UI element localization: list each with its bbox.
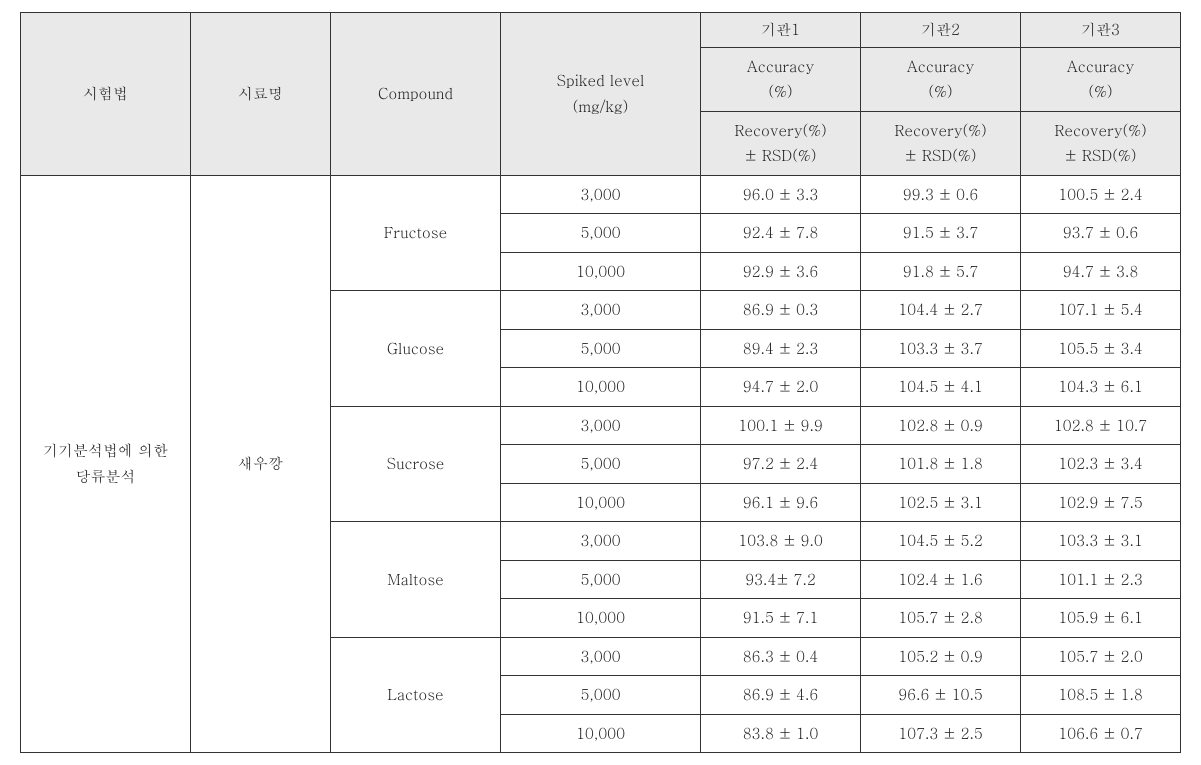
cell-spiked-level: 3,000: [501, 522, 701, 561]
cell-value-inst3: 105.5 ± 3.4: [1021, 329, 1181, 368]
cell-value-inst1: 94.7 ± 2.0: [701, 368, 861, 407]
cell-spiked-level: 5,000: [501, 445, 701, 484]
cell-value-inst1: 89.4 ± 2.3: [701, 329, 861, 368]
cell-value-inst2: 105.7 ± 2.8: [861, 599, 1021, 638]
cell-value-inst2: 99.3 ± 0.6: [861, 175, 1021, 214]
cell-compound: Glucose: [331, 291, 501, 407]
cell-value-inst3: 102.9 ± 7.5: [1021, 483, 1181, 522]
cell-value-inst3: 93.7 ± 0.6: [1021, 214, 1181, 253]
cell-spiked-level: 3,000: [501, 637, 701, 676]
cell-value-inst2: 107.3 ± 2.5: [861, 714, 1021, 753]
cell-value-inst1: 96.1 ± 9.6: [701, 483, 861, 522]
col-header-institution-1: 기관1: [701, 13, 861, 48]
cell-value-inst2: 102.5 ± 3.1: [861, 483, 1021, 522]
cell-spiked-level: 10,000: [501, 483, 701, 522]
cell-value-inst1: 103.8 ± 9.0: [701, 522, 861, 561]
cell-value-inst3: 103.3 ± 3.1: [1021, 522, 1181, 561]
cell-spiked-level: 3,000: [501, 291, 701, 330]
table-header: 시험법시료명CompoundSpiked level(mg/kg)기관1기관2기…: [21, 13, 1181, 176]
cell-value-inst1: 91.5 ± 7.1: [701, 599, 861, 638]
cell-value-inst1: 83.8 ± 1.0: [701, 714, 861, 753]
cell-value-inst3: 94.7 ± 3.8: [1021, 252, 1181, 291]
table-row: 기기분석법에 의한당류분석새우깡Fructose3,00096.0 ± 3.39…: [21, 175, 1181, 214]
col-header-spiked: Spiked level(mg/kg): [501, 13, 701, 176]
col-header-institution-2: 기관2: [861, 13, 1021, 48]
cell-value-inst1: 86.9 ± 0.3: [701, 291, 861, 330]
cell-value-inst2: 105.2 ± 0.9: [861, 637, 1021, 676]
cell-spiked-level: 5,000: [501, 214, 701, 253]
cell-value-inst2: 91.5 ± 3.7: [861, 214, 1021, 253]
cell-compound: Sucrose: [331, 406, 501, 522]
cell-value-inst1: 92.9 ± 3.6: [701, 252, 861, 291]
col-header-compound: Compound: [331, 13, 501, 176]
cell-value-inst2: 102.4 ± 1.6: [861, 560, 1021, 599]
cell-compound: Fructose: [331, 175, 501, 291]
cell-value-inst1: 86.9 ± 4.6: [701, 676, 861, 715]
col-header-accuracy-1: Accuracy(%): [701, 47, 861, 111]
col-header-method: 시험법: [21, 13, 191, 176]
cell-value-inst3: 100.5 ± 2.4: [1021, 175, 1181, 214]
cell-method: 기기분석법에 의한당류분석: [21, 175, 191, 753]
cell-spiked-level: 3,000: [501, 175, 701, 214]
cell-value-inst3: 107.1 ± 5.4: [1021, 291, 1181, 330]
cell-value-inst3: 106.6 ± 0.7: [1021, 714, 1181, 753]
cell-compound: Maltose: [331, 522, 501, 638]
cell-value-inst1: 97.2 ± 2.4: [701, 445, 861, 484]
cell-value-inst1: 96.0 ± 3.3: [701, 175, 861, 214]
cell-value-inst3: 102.8 ± 10.7: [1021, 406, 1181, 445]
cell-spiked-level: 5,000: [501, 676, 701, 715]
col-header-institution-3: 기관3: [1021, 13, 1181, 48]
cell-value-inst1: 86.3 ± 0.4: [701, 637, 861, 676]
cell-compound: Lactose: [331, 637, 501, 753]
col-header-sample: 시료명: [191, 13, 331, 176]
cell-value-inst3: 105.9 ± 6.1: [1021, 599, 1181, 638]
col-header-recovery-2: Recovery(%)± RSD(%): [861, 111, 1021, 175]
cell-value-inst2: 96.6 ± 10.5: [861, 676, 1021, 715]
cell-value-inst3: 104.3 ± 6.1: [1021, 368, 1181, 407]
col-header-recovery-1: Recovery(%)± RSD(%): [701, 111, 861, 175]
col-header-recovery-3: Recovery(%)± RSD(%): [1021, 111, 1181, 175]
sugar-analysis-table: 시험법시료명CompoundSpiked level(mg/kg)기관1기관2기…: [20, 12, 1181, 753]
cell-spiked-level: 10,000: [501, 599, 701, 638]
cell-value-inst2: 103.3 ± 3.7: [861, 329, 1021, 368]
cell-spiked-level: 10,000: [501, 368, 701, 407]
cell-value-inst2: 104.5 ± 5.2: [861, 522, 1021, 561]
cell-spiked-level: 10,000: [501, 714, 701, 753]
cell-value-inst3: 108.5 ± 1.8: [1021, 676, 1181, 715]
col-header-accuracy-2: Accuracy(%): [861, 47, 1021, 111]
cell-spiked-level: 3,000: [501, 406, 701, 445]
cell-sample: 새우깡: [191, 175, 331, 753]
cell-value-inst3: 105.7 ± 2.0: [1021, 637, 1181, 676]
cell-value-inst3: 101.1 ± 2.3: [1021, 560, 1181, 599]
cell-value-inst3: 102.3 ± 3.4: [1021, 445, 1181, 484]
cell-value-inst1: 100.1 ± 9.9: [701, 406, 861, 445]
cell-value-inst2: 104.4 ± 2.7: [861, 291, 1021, 330]
cell-value-inst2: 91.8 ± 5.7: [861, 252, 1021, 291]
cell-value-inst1: 93.4± 7.2: [701, 560, 861, 599]
cell-spiked-level: 5,000: [501, 329, 701, 368]
cell-value-inst2: 101.8 ± 1.8: [861, 445, 1021, 484]
cell-value-inst2: 104.5 ± 4.1: [861, 368, 1021, 407]
cell-spiked-level: 10,000: [501, 252, 701, 291]
table-body: 기기분석법에 의한당류분석새우깡Fructose3,00096.0 ± 3.39…: [21, 175, 1181, 753]
cell-spiked-level: 5,000: [501, 560, 701, 599]
cell-value-inst1: 92.4 ± 7.8: [701, 214, 861, 253]
cell-value-inst2: 102.8 ± 0.9: [861, 406, 1021, 445]
col-header-accuracy-3: Accuracy(%): [1021, 47, 1181, 111]
